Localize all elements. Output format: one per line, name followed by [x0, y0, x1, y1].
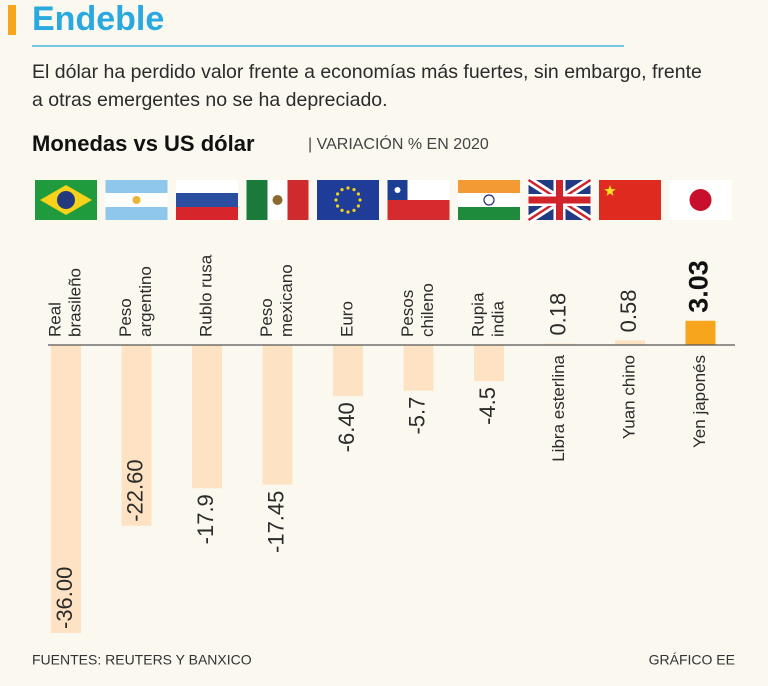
- bar: [51, 345, 81, 633]
- bar: [121, 345, 152, 526]
- flag-part: [176, 207, 238, 220]
- flag-part: [352, 188, 356, 192]
- value-label: 0.18: [545, 293, 570, 336]
- bar: [333, 345, 363, 397]
- flag-part: [287, 180, 309, 220]
- flag-part: [334, 198, 338, 202]
- flag-part: [317, 180, 379, 220]
- flag: [599, 180, 661, 220]
- value-label: -36.00: [52, 567, 77, 629]
- category-label: Euro: [337, 301, 356, 337]
- flag-part: [272, 195, 283, 205]
- flag-part: [604, 185, 616, 196]
- category-label: Rupia: [468, 292, 487, 337]
- flag: [526, 176, 593, 224]
- bar: [544, 343, 575, 345]
- flag-part: [458, 207, 520, 220]
- flag: [246, 180, 309, 220]
- category-label: Libra esterlina: [549, 354, 568, 461]
- value-label: -6.40: [334, 402, 359, 452]
- flag-part: [132, 196, 141, 204]
- flag-part: [528, 196, 591, 204]
- category-label: Peso: [116, 298, 135, 337]
- flag: [176, 180, 238, 220]
- value-label: -22.60: [122, 459, 147, 521]
- subtitle: El dólar ha perdido valor frente a econo…: [32, 61, 702, 83]
- flag: [35, 180, 97, 220]
- title: Endeble: [32, 0, 164, 38]
- flag-part: [356, 192, 360, 196]
- flag: [105, 180, 168, 220]
- bar: [685, 320, 716, 345]
- value-label: -17.9: [193, 494, 218, 544]
- flag-part: [356, 204, 360, 208]
- subtitle: a otras emergentes no se ha depreciado.: [32, 89, 388, 111]
- flag-part: [246, 180, 268, 220]
- flag-part: [458, 193, 520, 207]
- category-label: Yen japonés: [690, 355, 709, 448]
- value-label: -4.5: [475, 387, 500, 425]
- flag-part: [689, 189, 712, 211]
- flag-part: [57, 191, 75, 209]
- flag: [387, 180, 450, 220]
- flag: [458, 180, 520, 220]
- flag-part: [346, 186, 350, 190]
- flag-part: [458, 180, 520, 194]
- flag-part: [340, 188, 344, 192]
- flag: [669, 180, 732, 220]
- bar: [615, 340, 645, 345]
- category-label: argentino: [136, 266, 155, 337]
- flag-part: [340, 208, 344, 212]
- flag-part: [176, 193, 238, 207]
- flag-part: [336, 204, 340, 208]
- category-label: Real: [45, 302, 64, 337]
- category-label: chileno: [418, 283, 437, 337]
- bar: [192, 345, 222, 489]
- flag-part: [176, 180, 238, 194]
- bar: [262, 345, 293, 485]
- category-label: Peso: [257, 298, 276, 337]
- value-label: 0.58: [616, 290, 641, 333]
- category-label: brasileño: [65, 268, 84, 337]
- credit: GRÁFICO EE: [649, 652, 735, 668]
- flag-part: [599, 180, 661, 220]
- flag-part: [483, 194, 495, 206]
- value-label: -17.45: [263, 491, 288, 553]
- title-marker: [8, 5, 16, 35]
- category-label: Rublo rusa: [196, 254, 215, 337]
- chart-subtitle: | VARIACIÓN % EN 2020: [308, 134, 489, 153]
- bar: [474, 345, 504, 381]
- category-label: Pesos: [398, 290, 417, 337]
- category-label: india: [488, 301, 507, 337]
- value-label: 3.03: [684, 260, 714, 313]
- flag-part: [358, 198, 362, 202]
- category-label: Yuan chino: [619, 355, 638, 439]
- flag-part: [387, 200, 450, 220]
- category-label: mexicano: [277, 264, 296, 337]
- flag: [317, 180, 379, 220]
- chart-title: Monedas vs US dólar: [32, 131, 255, 156]
- value-label: -5.7: [404, 397, 429, 435]
- flag-part: [394, 187, 401, 193]
- bar: [403, 345, 434, 391]
- source: FUENTES: REUTERS Y BANXICO: [32, 652, 252, 668]
- flag-part: [336, 192, 340, 196]
- flag-part: [346, 210, 350, 214]
- flag-part: [352, 208, 356, 212]
